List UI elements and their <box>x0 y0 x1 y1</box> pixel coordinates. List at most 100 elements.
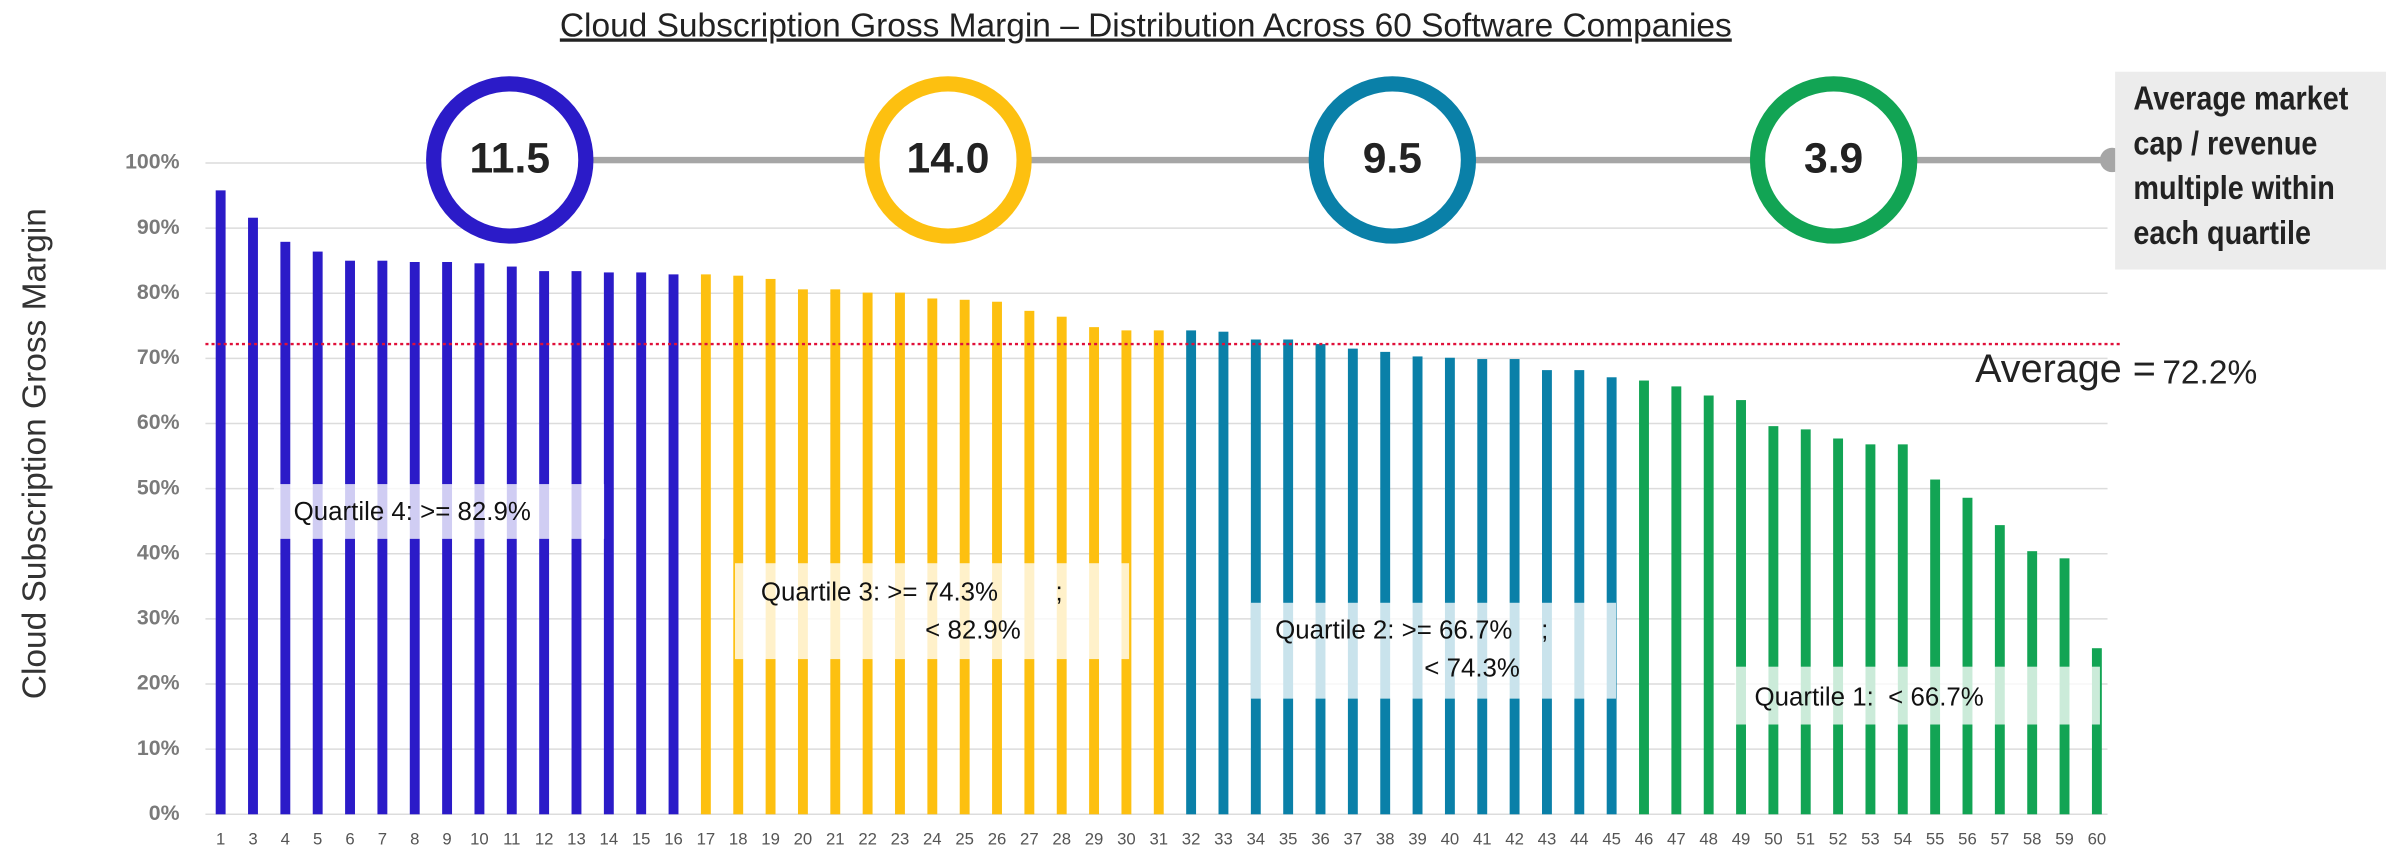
multiple-value: 14.0 <box>907 135 990 183</box>
annotation-text: Quartile 3: >= 74.3% ; <box>761 578 1063 606</box>
bar <box>248 217 258 815</box>
y-tick-label: 80% <box>137 280 180 304</box>
x-tick-label: 60 <box>2088 830 2107 849</box>
bar <box>1897 444 1908 815</box>
bar <box>1639 380 1649 815</box>
bar <box>765 278 776 815</box>
bar <box>1347 348 1358 815</box>
bar <box>797 289 808 815</box>
bar <box>1477 359 1488 815</box>
bar <box>1768 426 1779 815</box>
x-tick-label: 31 <box>1149 830 1168 849</box>
annotation-text: < 74.3% <box>1424 655 1520 683</box>
bar <box>1315 344 1326 815</box>
x-tick-label: 33 <box>1214 830 1233 849</box>
annotation-text: Quartile 4: >= 82.9% <box>294 498 531 526</box>
bar <box>862 292 873 815</box>
x-tick-label: 50 <box>1764 830 1783 849</box>
multiple-ring <box>1308 76 1477 244</box>
multiple-value: 3.9 <box>1804 135 1863 183</box>
x-tick-label: 19 <box>761 830 780 849</box>
bar <box>506 266 517 815</box>
bar <box>1444 357 1455 815</box>
x-tick-label: 55 <box>1926 830 1945 849</box>
bar <box>1186 330 1197 815</box>
x-tick-label: 29 <box>1085 830 1104 849</box>
bar <box>1250 339 1261 815</box>
x-tick-label: 14 <box>600 830 619 849</box>
x-tick-label: 24 <box>923 830 942 849</box>
x-tick-label: 30 <box>1117 830 1136 849</box>
bar <box>1218 331 1229 815</box>
x-tick-label: 20 <box>794 830 813 849</box>
bar <box>571 271 582 815</box>
bar <box>895 292 905 815</box>
annotation-text: Quartile 2: >= 66.7% ; <box>1275 617 1548 645</box>
bar <box>1153 330 1164 815</box>
average-value: 72.2% <box>2162 354 2257 391</box>
annotation-text: Quartile 1: < 66.7% <box>1755 683 1984 711</box>
x-tick-label: 28 <box>1052 830 1071 849</box>
x-tick-label: 25 <box>955 830 974 849</box>
bar <box>1865 444 1876 815</box>
x-tick-label: 36 <box>1311 830 1330 849</box>
x-tick-label: 52 <box>1829 830 1848 849</box>
bar <box>1412 356 1423 815</box>
multiple-value: 11.5 <box>469 135 550 183</box>
y-tick-label: 30% <box>137 606 180 630</box>
x-tick-label: 34 <box>1247 830 1266 849</box>
annotation-text: < 82.9% <box>925 617 1021 645</box>
bar <box>1930 479 1941 815</box>
chart-title: Cloud Subscription Gross Margin – Distri… <box>560 7 1732 44</box>
x-tick-label: 57 <box>1991 830 2010 849</box>
x-tick-label: 32 <box>1182 830 1201 849</box>
x-tick-label: 35 <box>1279 830 1298 849</box>
annotation-box <box>1734 666 2100 725</box>
x-tick-label: 15 <box>632 830 651 849</box>
bar <box>992 301 1002 815</box>
x-tick-label: 56 <box>1958 830 1977 849</box>
y-tick-label: 40% <box>137 540 180 564</box>
x-tick-label: 54 <box>1893 830 1912 849</box>
y-tick-label: 100% <box>125 150 180 174</box>
bar <box>539 271 550 815</box>
y-tick-label: 20% <box>137 671 180 695</box>
x-tick-label: 23 <box>891 830 910 849</box>
bar <box>1574 370 1585 815</box>
multiple-legend-text: cap / revenue <box>2133 124 2317 162</box>
y-tick-label: 10% <box>137 736 180 760</box>
x-tick-label: 58 <box>2023 830 2042 849</box>
x-tick-label: 47 <box>1667 830 1686 849</box>
x-tick-label: 39 <box>1408 830 1427 849</box>
x-tick-label: 40 <box>1441 830 1460 849</box>
x-tick-label: 16 <box>664 830 683 849</box>
bar <box>636 272 647 815</box>
bar <box>830 289 841 815</box>
x-tick-label: 46 <box>1635 830 1654 849</box>
x-tick-label: 43 <box>1538 830 1557 849</box>
x-tick-label: 41 <box>1473 830 1492 849</box>
bar <box>1380 351 1391 815</box>
bar <box>1606 377 1617 815</box>
x-tick-label: 37 <box>1344 830 1363 849</box>
bar <box>1671 386 1682 815</box>
x-tick-label: 51 <box>1796 830 1815 849</box>
x-tick-label: 10 <box>470 830 489 849</box>
bar <box>1703 395 1714 815</box>
multiple-ring <box>426 76 594 244</box>
x-tick-label: 6 <box>345 830 354 849</box>
bar <box>1962 497 1973 815</box>
y-tick-label: 70% <box>137 345 180 369</box>
y-tick-label: 50% <box>137 475 180 499</box>
multiple-legend-text: each quartile <box>2133 214 2311 252</box>
x-tick-label: 49 <box>1732 830 1751 849</box>
x-tick-label: 8 <box>410 830 419 849</box>
bar <box>215 190 226 815</box>
multiple-legend-text: Average market <box>2133 79 2349 117</box>
multiple-legend-box <box>2115 71 2386 270</box>
x-tick-label: 18 <box>729 830 748 849</box>
x-tick-label: 26 <box>988 830 1007 849</box>
x-tick-label: 45 <box>1602 830 1621 849</box>
